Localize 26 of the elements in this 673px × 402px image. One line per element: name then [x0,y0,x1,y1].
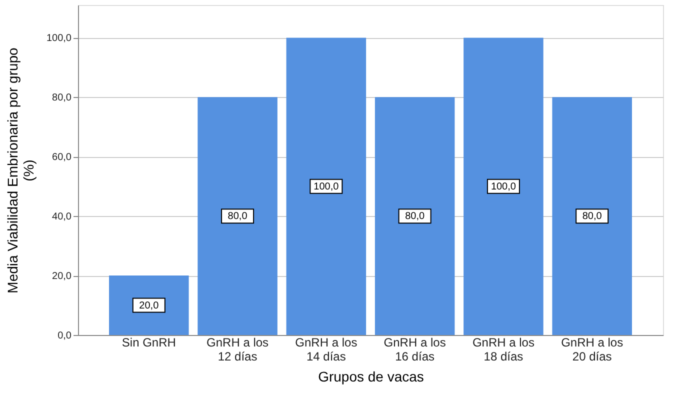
x-tick-label: GnRH a los 20 días [561,336,624,364]
bar [198,97,278,335]
data-label: 80,0 [405,211,425,222]
data-label: 80,0 [228,211,248,222]
bar [286,38,366,335]
y-axis-title: Media Viabilidad Embrionaria por grupo (%) [4,47,36,294]
bar [464,38,544,335]
bar [109,276,189,335]
data-label: 100,0 [490,181,516,192]
y-tick-label: 60,0 [52,152,72,164]
bar [374,97,455,335]
bar [552,97,632,335]
data-label: 100,0 [314,181,340,192]
data-label: 80,0 [582,211,602,222]
y-tick-label: 80,0 [52,92,72,104]
y-tick-label: 0,0 [58,330,72,342]
y-tick-label: 100,0 [46,33,72,44]
x-axis-title: Grupos de vacas [318,368,424,384]
y-tick-label: 40,0 [52,212,72,223]
data-label: 20,0 [139,300,160,312]
x-tick-label: GnRH a los 12 días [206,336,269,364]
y-tick-label: 20,0 [52,271,72,282]
x-tick-label: GnRH a los 18 días [472,336,534,364]
x-tick-label: Sin GnRH [122,336,176,350]
x-tick-label: GnRH a los 14 días [295,336,358,364]
x-tick-label: GnRH a los 16 días [384,336,446,364]
